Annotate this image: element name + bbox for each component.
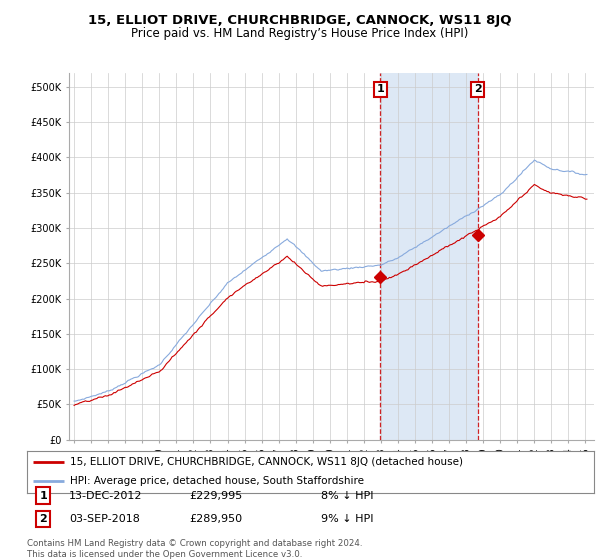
Text: 13-DEC-2012: 13-DEC-2012	[69, 491, 143, 501]
Text: 1: 1	[40, 491, 47, 501]
Text: 15, ELLIOT DRIVE, CHURCHBRIDGE, CANNOCK, WS11 8JQ: 15, ELLIOT DRIVE, CHURCHBRIDGE, CANNOCK,…	[88, 14, 512, 27]
Text: Price paid vs. HM Land Registry’s House Price Index (HPI): Price paid vs. HM Land Registry’s House …	[131, 27, 469, 40]
Text: 9% ↓ HPI: 9% ↓ HPI	[321, 514, 373, 524]
Text: £289,950: £289,950	[189, 514, 242, 524]
Text: 1: 1	[376, 85, 384, 94]
Text: 2: 2	[474, 85, 481, 94]
Text: 03-SEP-2018: 03-SEP-2018	[69, 514, 140, 524]
Text: 15, ELLIOT DRIVE, CHURCHBRIDGE, CANNOCK, WS11 8JQ (detached house): 15, ELLIOT DRIVE, CHURCHBRIDGE, CANNOCK,…	[70, 457, 463, 467]
Text: 8% ↓ HPI: 8% ↓ HPI	[321, 491, 373, 501]
Bar	[380, 73, 478, 440]
Text: 2: 2	[40, 514, 47, 524]
Text: Contains HM Land Registry data © Crown copyright and database right 2024.
This d: Contains HM Land Registry data © Crown c…	[27, 539, 362, 559]
Text: HPI: Average price, detached house, South Staffordshire: HPI: Average price, detached house, Sout…	[70, 477, 364, 487]
Text: £229,995: £229,995	[189, 491, 242, 501]
